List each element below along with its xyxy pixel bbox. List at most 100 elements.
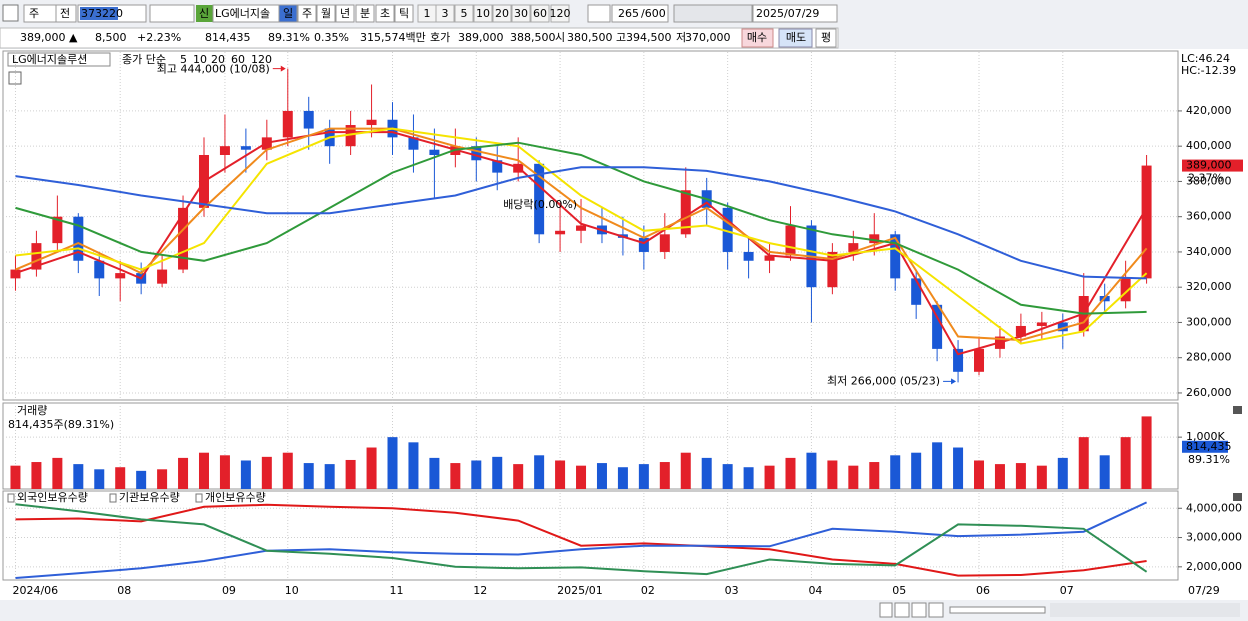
volume-panel: [2, 402, 1179, 490]
candle-body: [157, 269, 168, 284]
period-button[interactable]: [394, 4, 414, 23]
scroll-last[interactable]: [928, 602, 944, 618]
quote-price: 389,000 ▲: [20, 31, 78, 44]
volume-bar: [157, 469, 168, 489]
volume-bar: [492, 456, 503, 489]
volume-bar: [429, 457, 440, 489]
legend-entry: 20: [211, 53, 225, 66]
zoom-slider[interactable]: [949, 606, 1046, 614]
volume-bar: [366, 447, 377, 489]
volume-bar: [345, 459, 356, 489]
candle-body: [743, 251, 754, 261]
volume-bar: [303, 463, 314, 489]
grid-icon[interactable]: [8, 71, 22, 85]
period-label: 초: [380, 7, 390, 20]
x-tick-label: 07: [1060, 584, 1074, 597]
quote-high-label: 고: [616, 31, 626, 44]
x-tick-label: 06: [976, 584, 990, 597]
sell-button[interactable]: [778, 28, 813, 48]
close-icon[interactable]: [1233, 406, 1242, 414]
legend-entry: 60: [231, 53, 245, 66]
period-button[interactable]: [278, 4, 298, 23]
quote-rate: +2.23%: [137, 31, 181, 44]
candle-body: [555, 230, 566, 235]
x-tick-label: 04: [808, 584, 822, 597]
mode-select[interactable]: [55, 4, 77, 23]
chart-title: 거래량: [17, 404, 47, 417]
avg-button[interactable]: [815, 28, 837, 48]
current-change: 2.37%: [1188, 172, 1223, 185]
draw-tools[interactable]: [1050, 603, 1240, 617]
x-tick-label: 11: [390, 584, 404, 597]
y-tick-label: 1,000K: [1186, 430, 1225, 443]
period-label: 주: [302, 7, 312, 20]
period-button[interactable]: [297, 4, 317, 23]
interval-button: [454, 4, 474, 23]
chart-title: LG에너지솔루션: [12, 53, 87, 66]
volume-bar: [974, 460, 985, 489]
period-button[interactable]: [375, 4, 395, 23]
volume-bar: [261, 456, 272, 489]
scroll-right[interactable]: [879, 602, 893, 618]
buy-button[interactable]: [741, 28, 774, 48]
volume-bar: [680, 452, 691, 489]
x-tick-label: 09: [222, 584, 236, 597]
y-tick-label: 4,000,000: [1186, 501, 1242, 514]
volume-bar: [638, 464, 649, 489]
legend-swatch: [195, 493, 203, 503]
quote-amount: 315,574백만: [360, 31, 426, 44]
legend-entry: 외국인보유수량: [17, 491, 88, 504]
candle-body: [240, 146, 251, 150]
y-tick-label: 340,000: [1186, 245, 1232, 258]
menu-icon[interactable]: [2, 4, 19, 22]
period-button[interactable]: [355, 4, 375, 23]
volume-bar: [994, 464, 1005, 489]
spin[interactable]: [587, 4, 611, 23]
volume-bar: [911, 452, 922, 489]
interval-label: 10: [476, 7, 490, 20]
volume-bar: [1036, 465, 1047, 489]
candle-body: [680, 190, 691, 235]
count-box[interactable]: [611, 4, 669, 23]
quote-ask-label: 호가: [430, 31, 450, 44]
volume-bar: [555, 460, 566, 489]
code-selection: [80, 7, 118, 20]
x-tick-label: 03: [725, 584, 739, 597]
search-tools[interactable]: [149, 4, 195, 23]
legend-entry: 기관보유수량: [119, 491, 180, 504]
period-button[interactable]: [316, 4, 336, 23]
scroll-first[interactable]: [894, 602, 910, 618]
volume-bar: [827, 460, 838, 489]
y-tick-label: 300,000: [1186, 315, 1232, 328]
volume-bar: [743, 467, 754, 489]
candle-body: [429, 149, 440, 155]
y-tick-label: 360,000: [1186, 210, 1232, 223]
price-panel: [2, 50, 1179, 401]
legend-entry: 5: [180, 53, 187, 66]
interval-label: 5: [461, 7, 468, 20]
date-box[interactable]: [752, 4, 838, 23]
volume-bar: [659, 462, 670, 489]
period-button[interactable]: [335, 4, 355, 23]
x-tick-label: 2025/01: [557, 584, 603, 597]
interval-button: [435, 4, 455, 23]
volume-bar: [471, 460, 482, 489]
interval-label: 60: [533, 7, 547, 20]
interval-button: [473, 4, 493, 23]
new-button[interactable]: [196, 5, 213, 22]
stop[interactable]: [911, 602, 927, 618]
title-box: [7, 52, 111, 67]
current-ratio: 89.31%: [1188, 453, 1230, 466]
annotation-arrow-head: [951, 378, 957, 385]
close-icon[interactable]: [1233, 493, 1242, 501]
legend-swatch: [7, 493, 15, 503]
tool-icons[interactable]: [673, 4, 753, 23]
quote-low-label: 저: [676, 31, 686, 44]
current-tag: [1182, 159, 1243, 172]
series-line: [15, 503, 1148, 576]
candle-body: [827, 251, 838, 288]
series-line: [15, 501, 1148, 579]
candle-body: [911, 278, 922, 305]
interval-button: [550, 4, 570, 23]
